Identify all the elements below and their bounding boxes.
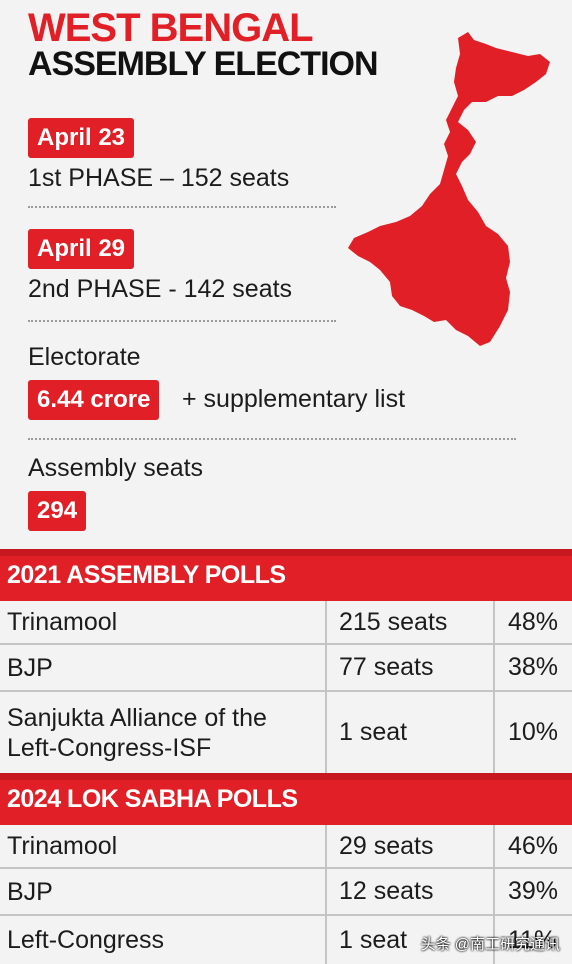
party-name: Left-Congress — [7, 926, 165, 954]
table-row: Trinamool 215 seats 48% — [0, 601, 572, 645]
column-divider — [325, 692, 327, 773]
vote-share-value: 38% — [508, 653, 559, 681]
column-divider — [325, 869, 327, 914]
column-divider — [493, 869, 495, 914]
vote-share-value: 46% — [508, 831, 559, 860]
party-name: Trinamool — [7, 832, 118, 860]
seats-value: 77 seats — [339, 653, 434, 681]
section-title-2021: 2021 ASSEMBLY POLLS — [7, 561, 286, 589]
vote-share-value: 48% — [508, 607, 559, 636]
column-divider — [493, 645, 495, 690]
divider — [28, 438, 516, 440]
table-row: Left-Congress 1 seat 11% — [0, 916, 572, 964]
party-name: BJP — [7, 877, 53, 906]
table-row: Trinamool 29 seats 46% — [0, 825, 572, 869]
page-subtitle: ASSEMBLY ELECTION — [28, 45, 379, 83]
seats-value: 1 seat — [339, 925, 408, 954]
electorate-suffix: + supplementary list — [182, 385, 406, 413]
page-title: WEST BENGAL — [28, 6, 314, 50]
phase-1-text: 1st PHASE – 152 seats — [28, 164, 290, 192]
seats-value: 12 seats — [339, 877, 434, 905]
party-name: Sanjukta Alliance of the Left-Congress-I… — [7, 703, 267, 762]
party-name: BJP — [7, 653, 53, 682]
phase-2-text: 2nd PHASE - 142 seats — [28, 275, 293, 303]
assembly-seats-label: Assembly seats — [28, 454, 204, 482]
vote-share-value: 10% — [508, 718, 559, 746]
column-divider — [493, 601, 495, 643]
watermark: 头条 @南工研究通讯 — [420, 936, 560, 953]
column-divider — [325, 825, 327, 867]
band-strip — [0, 549, 572, 556]
column-divider — [325, 916, 327, 964]
vote-share-value: 11% — [508, 925, 557, 954]
divider — [28, 320, 336, 322]
seats-value: 215 seats — [339, 607, 448, 636]
vote-share-value: 39% — [508, 877, 559, 905]
column-divider — [325, 601, 327, 643]
section-header-2024: 2024 LOK SABHA POLLS — [0, 773, 572, 825]
phase-1-date-badge: April 23 — [28, 118, 135, 158]
west-bengal-map — [348, 32, 550, 346]
electorate-label: Electorate — [28, 343, 141, 371]
seats-value: 29 seats — [339, 831, 434, 860]
electorate-value-badge: 6.44 crore — [28, 380, 160, 420]
section-header-2021: 2021 ASSEMBLY POLLS — [0, 549, 572, 601]
seats-value: 1 seat — [339, 718, 408, 746]
band-strip — [0, 773, 572, 780]
section-title-2024: 2024 LOK SABHA POLLS — [7, 785, 298, 813]
column-divider — [493, 825, 495, 867]
assembly-seats-badge: 294 — [28, 491, 87, 531]
column-divider — [493, 916, 495, 964]
table-row: Sanjukta Alliance of the Left-Congress-I… — [0, 692, 572, 773]
table-row: BJP 12 seats 39% — [0, 869, 572, 916]
column-divider — [493, 692, 495, 773]
party-name: Trinamool — [7, 608, 118, 636]
divider — [28, 206, 336, 208]
column-divider — [325, 645, 327, 690]
table-row: BJP 77 seats 38% — [0, 645, 572, 692]
phase-2-date-badge: April 29 — [28, 229, 135, 269]
